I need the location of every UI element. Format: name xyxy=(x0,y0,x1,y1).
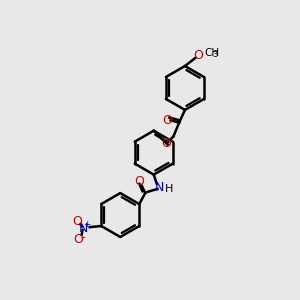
Text: N: N xyxy=(79,222,88,235)
Text: O: O xyxy=(134,175,144,188)
Text: O: O xyxy=(72,215,82,228)
Text: O: O xyxy=(74,233,83,246)
Text: H: H xyxy=(165,184,173,194)
Text: -: - xyxy=(81,232,85,244)
Text: O: O xyxy=(193,49,203,62)
Text: CH: CH xyxy=(204,48,219,58)
Text: N: N xyxy=(155,181,164,194)
Text: O: O xyxy=(163,114,172,127)
Text: O: O xyxy=(161,137,171,150)
Text: +: + xyxy=(83,220,90,229)
Text: 3: 3 xyxy=(212,50,218,59)
